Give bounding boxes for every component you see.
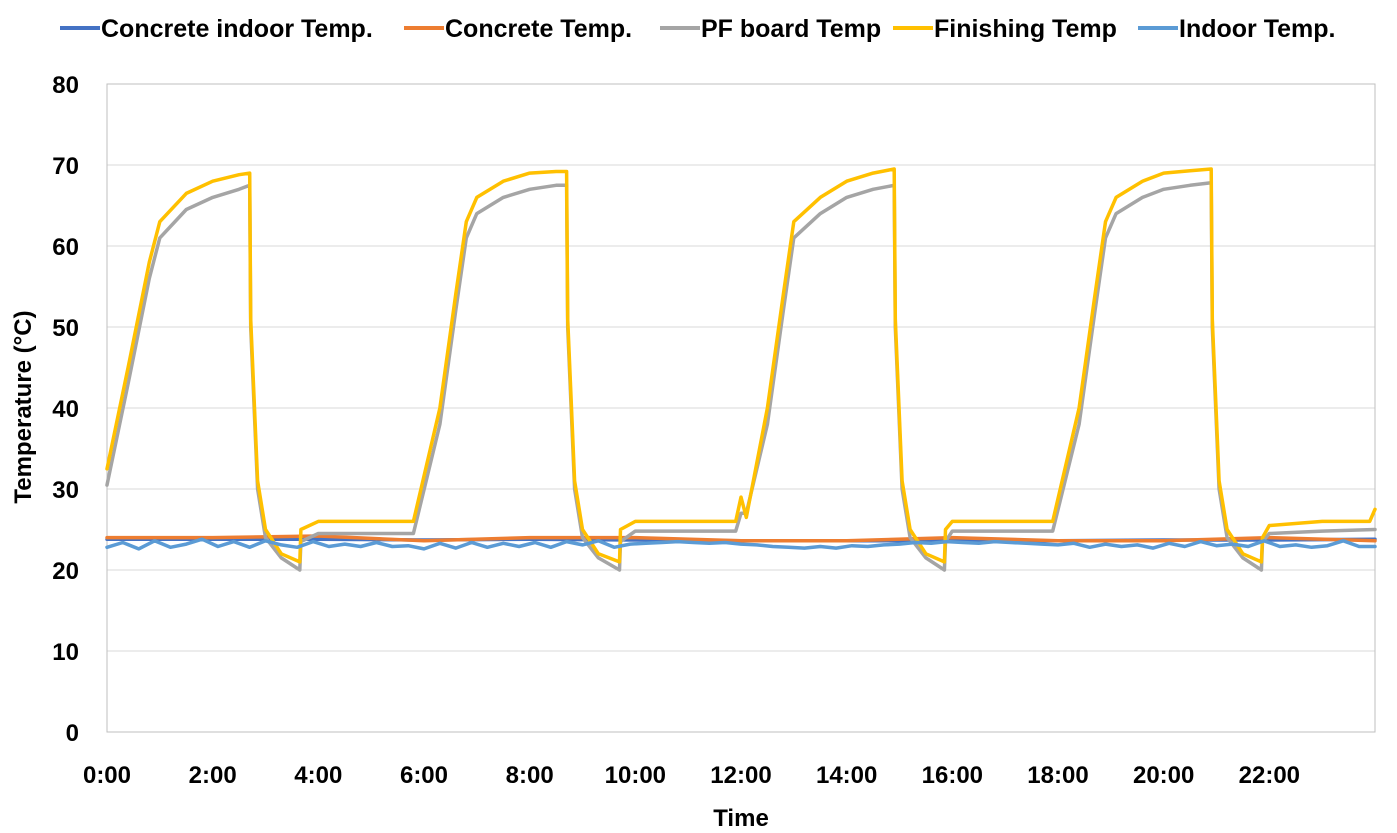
legend: Concrete indoor Temp. Concrete Temp. PF bo… xyxy=(60,15,1335,43)
x-tick-label: 10:00 xyxy=(605,762,666,789)
series-path xyxy=(105,534,1377,543)
legend-item: PF board Temp xyxy=(660,15,881,43)
y-tick-label: 10 xyxy=(52,639,79,666)
y-tick-label: 50 xyxy=(52,315,79,342)
x-tick-label: 0:00 xyxy=(83,762,131,789)
plot-area xyxy=(106,83,1376,733)
x-tick-label: 14:00 xyxy=(816,762,877,789)
legend-label: Concrete Temp. xyxy=(445,15,632,43)
series-path xyxy=(105,181,1377,572)
y-tick-label: 80 xyxy=(52,72,79,99)
y-axis-ticks: 0 10 20 30 40 50 60 70 80 xyxy=(52,72,79,747)
y-tick-label: 30 xyxy=(52,477,79,504)
y-tick-label: 70 xyxy=(52,153,79,180)
legend-label: Concrete indoor Temp. xyxy=(101,15,373,43)
series-layer xyxy=(105,167,1377,572)
x-axis-ticks: 0:00 2:00 4:00 6:00 8:00 10:00 12:00 14:00 16:00… xyxy=(83,762,1300,789)
y-axis-title: Temperature (°C) xyxy=(10,310,37,503)
series-line xyxy=(105,537,1377,551)
x-tick-label: 4:00 xyxy=(294,762,342,789)
x-tick-label: 22:00 xyxy=(1239,762,1300,789)
legend-item: Indoor Temp. xyxy=(1138,15,1335,43)
x-tick-label: 8:00 xyxy=(506,762,554,789)
x-tick-label: 20:00 xyxy=(1133,762,1194,789)
series-line xyxy=(105,181,1377,572)
legend-item: Concrete indoor Temp. xyxy=(60,15,373,43)
legend-label: Finishing Temp xyxy=(934,15,1117,43)
series-path xyxy=(105,537,1377,551)
y-tick-label: 20 xyxy=(52,558,79,585)
gridlines xyxy=(107,164,1375,652)
y-tick-label: 60 xyxy=(52,234,79,261)
legend-label: PF board Temp xyxy=(701,15,881,43)
x-tick-label: 2:00 xyxy=(189,762,237,789)
series-line xyxy=(105,167,1377,564)
y-tick-label: 0 xyxy=(66,720,79,747)
x-tick-label: 18:00 xyxy=(1027,762,1088,789)
series-path xyxy=(105,167,1377,564)
x-tick-label: 6:00 xyxy=(400,762,448,789)
legend-item: Concrete Temp. xyxy=(404,15,632,43)
series-line xyxy=(105,534,1377,543)
x-tick-label: 16:00 xyxy=(922,762,983,789)
x-tick-label: 12:00 xyxy=(710,762,771,789)
legend-item: Finishing Temp xyxy=(893,15,1117,43)
y-tick-label: 40 xyxy=(52,396,79,423)
x-axis-title: Time xyxy=(713,805,769,832)
legend-label: Indoor Temp. xyxy=(1179,15,1335,43)
